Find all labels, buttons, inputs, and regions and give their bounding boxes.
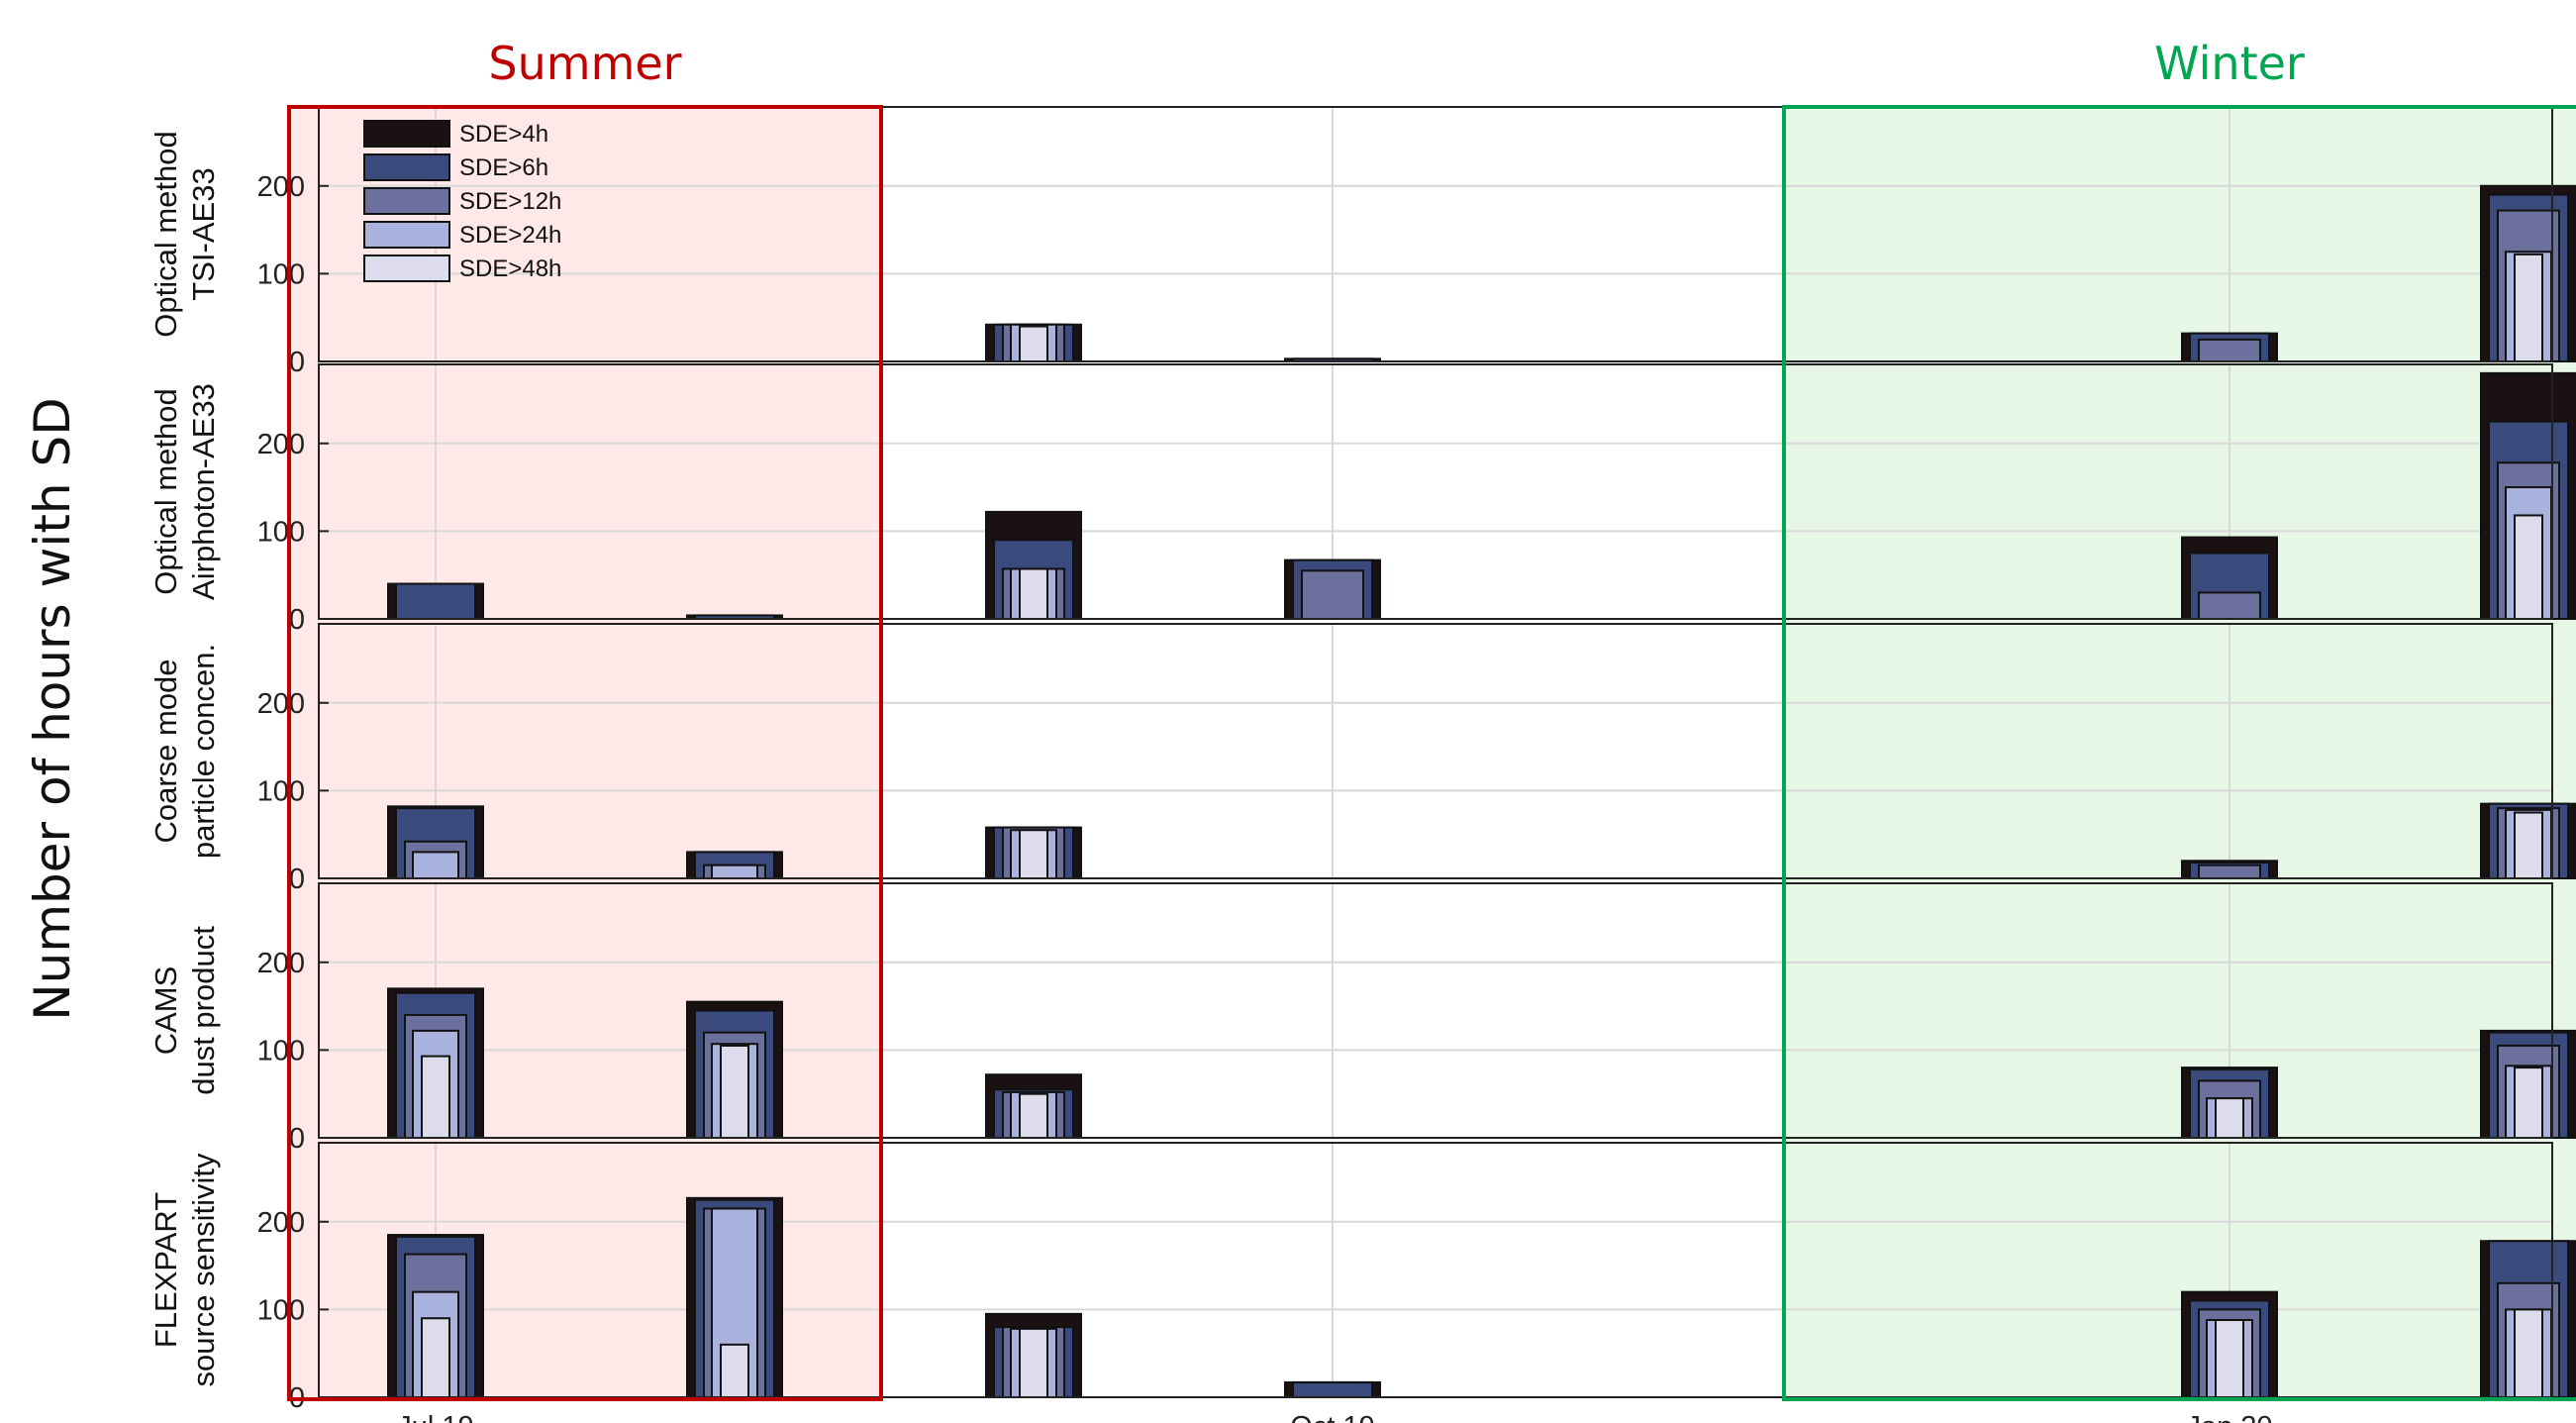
season-frame-2 <box>1782 105 2576 1401</box>
legend-swatch <box>363 153 450 181</box>
y-tick-label: 100 <box>257 1294 305 1326</box>
y-tick-label: 200 <box>257 429 305 460</box>
panel-ylabel-line1: Optical method <box>149 388 183 595</box>
panel-ylabel-line2: particle concen. <box>186 644 221 859</box>
bar-SDE48h-2019-09 <box>1019 1092 1048 1140</box>
y-tick-label: 0 <box>289 864 305 895</box>
season-frame-1 <box>287 105 883 1401</box>
season-frames: SummerWinterSummerWinter <box>287 37 2576 1401</box>
panel-frame <box>318 106 2553 362</box>
bar-SDE12h-2019-10 <box>1301 569 1364 620</box>
x-tick-label: Jan 20 <box>2186 1411 2272 1423</box>
bar-SDE12h-2020-01 <box>2198 864 2261 880</box>
season-label: Winter <box>2154 37 2305 90</box>
legend-swatch <box>363 120 450 148</box>
x-tick-label: Jul 19 <box>397 1411 473 1423</box>
panel-frame <box>318 1142 2553 1398</box>
panel-ylabel-line2: dust product <box>186 926 221 1095</box>
bar-SDE24h-2019-08 <box>711 864 758 880</box>
panel-ylabel-line2: TSI-AE33 <box>186 167 221 300</box>
panel-frame <box>318 363 2553 620</box>
season-band-1 <box>289 107 881 1399</box>
legend-swatch <box>363 187 450 215</box>
bar-SDE48h-2020-02 <box>2514 1308 2543 1398</box>
bar-SDE48h-2019-09 <box>1019 1327 1048 1398</box>
bar-SDE6h-2019-07 <box>395 582 476 620</box>
y-tick-label: 0 <box>289 1123 305 1155</box>
legend: SDE>4h SDE>6h SDE>12h SDE>24h SDE>48h <box>363 120 561 282</box>
y-tick-label: 0 <box>289 604 305 636</box>
bar-SDE48h-2019-09 <box>1019 325 1048 363</box>
y-axis-title: Number of hours with SD <box>24 397 81 1021</box>
x-axis: Jul 19Oct 19Jan 20Apr20Jul 20Oct 20Jan 2… <box>397 1411 2272 1423</box>
legend-swatch <box>363 254 450 282</box>
panel-ylabel-line2: source sensitivity <box>186 1153 221 1387</box>
legend-label: SDE>12h <box>459 188 561 215</box>
panel-ylabel-line1: CAMS <box>149 966 183 1056</box>
panel-frame <box>318 623 2553 879</box>
y-tick-label: 100 <box>257 258 305 290</box>
bar-SDE24h-2019-07 <box>412 851 459 880</box>
panel-ylabel-line2: Airphoton-AE33 <box>186 383 221 600</box>
bar-SDE48h-2019-08 <box>720 1044 749 1139</box>
legend-label: SDE>6h <box>459 154 548 181</box>
y-tick-label: 200 <box>257 948 305 979</box>
bar-SDE12h-2020-01 <box>2198 338 2261 362</box>
season-band-2 <box>1784 107 2576 1399</box>
season-label: Summer <box>488 37 681 90</box>
bar-SDE48h-2019-08 <box>720 1343 749 1399</box>
bar-SDE48h-2019-09 <box>1019 829 1048 879</box>
bar-SDE48h-2020-01 <box>2215 1319 2244 1398</box>
legend-label: SDE>24h <box>459 222 561 249</box>
panel-ylabel-line1: Optical method <box>149 131 183 338</box>
bar-SDE48h-2020-02 <box>2514 1067 2543 1139</box>
y-tick-label: 100 <box>257 1035 305 1067</box>
panel-1: 0 100 200 Optical method TSI-AE33 <box>149 106 2576 378</box>
bar-SDE12h-2020-01 <box>2198 591 2261 621</box>
panel-3: 0 100 200 Coarse mode particle concen. <box>149 623 2576 895</box>
bar-SDE48h-2019-09 <box>1019 567 1048 620</box>
panel-ylabel-line1: Coarse mode <box>149 659 183 843</box>
panel-2: 0 100 200 Optical method Airphoton-AE33 <box>149 363 2576 636</box>
y-tick-label: 100 <box>257 516 305 548</box>
legend-swatch <box>363 221 450 249</box>
legend-label: SDE>48h <box>459 255 561 282</box>
bar-SDE48h-2020-02 <box>2514 514 2543 621</box>
bar-SDE48h-2020-02 <box>2514 253 2543 362</box>
season-shading <box>289 107 2576 1399</box>
bar-SDE48h-2020-02 <box>2514 811 2543 879</box>
y-tick-label: 0 <box>289 347 305 378</box>
bar-SDE48h-2020-01 <box>2215 1097 2244 1140</box>
panel-4: 0 100 200 CAMS dust product <box>149 882 2576 1155</box>
x-tick-label: Oct 19 <box>1290 1411 1374 1423</box>
bar-SDE6h-2019-10 <box>1292 1380 1373 1398</box>
bar-SDE48h-2019-07 <box>421 1317 450 1398</box>
y-tick-label: 200 <box>257 688 305 720</box>
y-tick-label: 200 <box>257 171 305 203</box>
y-tick-label: 100 <box>257 775 305 807</box>
panel-frame <box>318 882 2553 1139</box>
panel-ylabel-line1: FLEXPART <box>149 1192 183 1348</box>
y-tick-label: 200 <box>257 1207 305 1239</box>
bar-SDE48h-2019-07 <box>421 1055 450 1140</box>
legend-label: SDE>4h <box>459 121 548 148</box>
